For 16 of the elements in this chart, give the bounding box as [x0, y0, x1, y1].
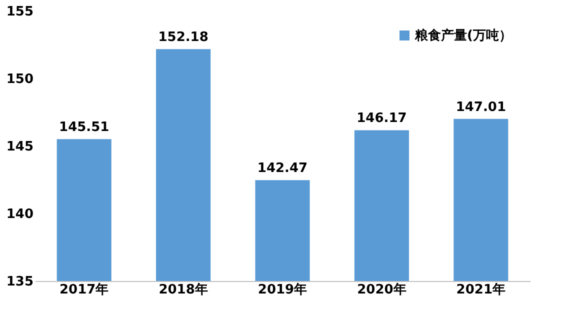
data-label: 147.01 [456, 100, 506, 115]
x-tick-label: 2020年 [357, 282, 406, 298]
y-tick-label: 135 [6, 274, 34, 290]
data-label: 142.47 [257, 161, 308, 176]
legend-label: 粮食产量(万吨） [414, 28, 512, 44]
data-label: 152.18 [158, 30, 208, 46]
y-tick-label: 145 [6, 140, 34, 154]
x-tick-label: 2017年 [60, 282, 109, 298]
data-label: 146.17 [356, 111, 407, 126]
x-tick-label: 2021年 [456, 282, 506, 298]
y-tick-label: 140 [6, 207, 34, 222]
x-tick-label: 2018年 [158, 282, 208, 298]
y-tick-label: 155 [6, 4, 34, 20]
data-label: 145.51 [59, 120, 110, 136]
x-tick-label: 2019年 [258, 282, 308, 298]
y-tick-label: 150 [6, 72, 34, 87]
